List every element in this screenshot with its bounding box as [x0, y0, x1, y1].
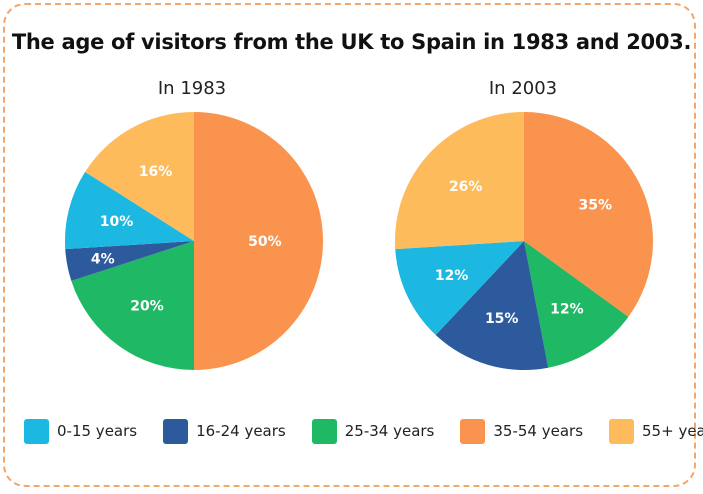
slice-1983-35-54-years: [194, 112, 323, 370]
slice-1983-16-24-years: [65, 241, 194, 281]
slice-label-1983: 4%: [91, 251, 115, 267]
slice-label-2003: 12%: [435, 268, 469, 284]
dashed-frame: [3, 3, 696, 487]
pie-chart-1983: 50% 20% 4% 10% 16%: [64, 112, 323, 370]
legend-item: 25-34 years: [311, 418, 435, 444]
slice-label-2003: 26%: [449, 179, 483, 195]
legend-swatch: [609, 418, 635, 444]
slice-2003-55-years: [394, 112, 524, 250]
legend-label: 35-54 years: [493, 422, 584, 440]
legend-item: 35-54 years: [460, 418, 584, 444]
legend-swatch: [460, 418, 486, 444]
slice-label-1983: 10%: [100, 214, 134, 230]
pie-chart-2003: 35% 12% 15% 12% 26%: [394, 112, 653, 371]
slice-label-1983: 16%: [139, 164, 173, 180]
legend-swatch: [24, 418, 49, 444]
legend-label: 16-24 years: [196, 422, 286, 440]
slice-label-2003: 12%: [550, 302, 584, 318]
legend-item: 55+ years: [609, 418, 703, 444]
legend-swatch: [311, 418, 337, 444]
chart-title: The age of visitors from the UK to Spain…: [11, 30, 692, 54]
slice-label-2003: 15%: [485, 311, 519, 327]
slice-2003-0-15-years: [395, 241, 524, 336]
legend-item: 0-15 years: [24, 418, 138, 444]
legend-item: 16-24 years: [163, 418, 286, 444]
slice-label-2003: 35%: [579, 198, 613, 214]
slice-1983-55-years: [85, 112, 194, 241]
pie-2003-title: In 2003: [488, 78, 558, 99]
legend-label: 25-34 years: [344, 422, 435, 440]
legend: 0-15 years 16-24 years 25-34 years 35-54 ye…: [24, 418, 703, 444]
legend-label: 0-15 years: [57, 422, 138, 440]
slice-2003-35-54-years: [524, 112, 653, 317]
slice-1983-0-15-years: [64, 171, 195, 250]
legend-label: 55+ years: [642, 422, 703, 440]
pie-1983-title: In 1983: [157, 78, 227, 99]
slice-label-1983: 50%: [248, 234, 282, 250]
slice-1983-25-34-years: [71, 241, 194, 370]
slice-2003-25-34-years: [524, 241, 629, 368]
slice-label-1983: 20%: [130, 299, 164, 315]
slice-2003-16-24-years: [435, 241, 549, 371]
legend-swatch: [163, 418, 189, 444]
